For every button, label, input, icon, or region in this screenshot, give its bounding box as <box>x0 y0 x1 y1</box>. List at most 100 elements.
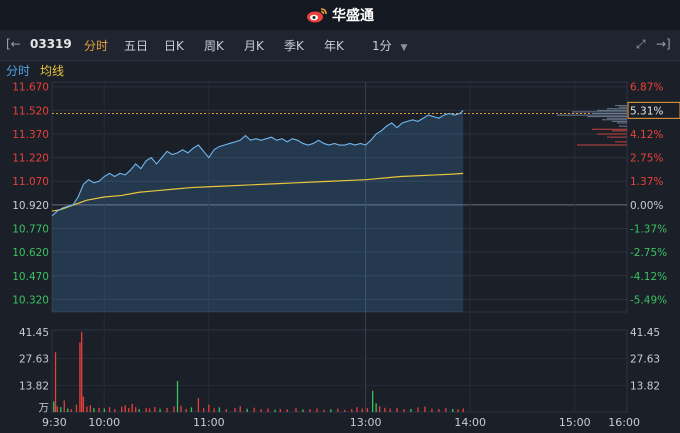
volume-bar <box>56 406 58 412</box>
price-axis-label: 11.220 <box>12 153 49 165</box>
pct-axis-label: 5.31% <box>630 105 663 117</box>
volume-bar <box>53 401 55 412</box>
volume-bar <box>378 406 381 412</box>
volume-bar <box>108 407 111 412</box>
volume-bar <box>424 406 426 412</box>
volume-bar <box>159 408 161 412</box>
volume-bar <box>234 408 236 412</box>
pct-axis-label: 1.37% <box>630 176 663 188</box>
current-pct-box <box>627 101 680 119</box>
pct-axis-label: -1.37% <box>630 224 667 236</box>
volume-bar <box>445 408 447 412</box>
pct-axis-label: 6.87% <box>630 82 663 94</box>
time-axis-label: 14:00 <box>454 416 486 429</box>
volume-bar <box>457 409 459 412</box>
volume-bar <box>98 407 100 412</box>
volume-bar <box>148 408 151 412</box>
indicator-tabs: 分时 均线 <box>0 61 680 79</box>
volume-bar <box>356 407 358 412</box>
volume-bar <box>86 406 88 412</box>
interval-select[interactable]: 1分 ▼ <box>372 37 407 54</box>
app-name: 华盛通 <box>332 8 374 24</box>
volume-bar <box>410 408 412 412</box>
volume-bar <box>82 396 85 412</box>
volume-unit-label: 万 <box>39 402 50 414</box>
price-axis-label: 10.620 <box>12 247 49 259</box>
volume-bar <box>67 408 69 412</box>
pct-axis-label: -4.12% <box>630 271 667 283</box>
tab-timeshare[interactable]: 分时 <box>84 39 109 53</box>
volume-axis-label: 13.82 <box>19 380 49 392</box>
time-axis-label: 9:30 <box>42 416 67 429</box>
pct-axis-label: -5.49% <box>630 294 667 306</box>
price-axis-label: 11.670 <box>12 82 49 94</box>
fullscreen-icon[interactable]: ⤢ <box>636 37 646 51</box>
time-axis-label: 13:00 <box>350 416 382 429</box>
volume-bar <box>180 405 182 412</box>
time-axis-label: 16:00 <box>608 416 640 429</box>
price-axis-label: 11.370 <box>12 129 49 141</box>
weibo-logo-icon <box>307 8 327 23</box>
price-area <box>52 110 464 312</box>
tab-quarterly-k[interactable]: 季K <box>284 39 304 53</box>
volume-axis-label: 13.82 <box>630 380 660 392</box>
volume-bar <box>213 408 215 412</box>
volume-bar <box>89 405 92 412</box>
volume-axis-label: 41.45 <box>630 327 660 339</box>
volume-bar <box>323 409 325 412</box>
volume-bar <box>190 407 193 412</box>
volume-bar <box>286 409 288 412</box>
price-axis-label: 10.920 <box>12 200 49 212</box>
volume-bar <box>246 408 248 412</box>
volume-bar <box>438 409 440 412</box>
volume-bar <box>54 352 57 412</box>
pct-axis-label: 2.75% <box>630 153 663 165</box>
volume-bar <box>79 342 81 412</box>
tab-daily-k[interactable]: 日K <box>164 39 184 53</box>
volume-bar <box>70 409 72 412</box>
tab-five-day[interactable]: 五日 <box>124 39 149 53</box>
chevron-down-icon: ▼ <box>400 43 408 53</box>
tab-average-line[interactable]: 均线 <box>40 64 65 78</box>
volume-bar <box>135 407 137 412</box>
collapse-left-icon[interactable]: [← <box>6 37 21 51</box>
volume-axis-label: 27.63 <box>630 354 660 366</box>
volume-bar <box>253 407 255 412</box>
tab-monthly-k[interactable]: 月K <box>244 39 264 53</box>
volume-bar <box>185 408 187 412</box>
average-price-line <box>51 172 464 212</box>
tab-yearly-k[interactable]: 年K <box>324 39 344 53</box>
volume-bar <box>202 408 205 412</box>
volume-bar <box>114 409 116 412</box>
pct-axis-label: 4.12% <box>630 129 663 141</box>
volume-bar <box>154 406 156 412</box>
volume-bar <box>124 405 126 412</box>
volume-bar <box>166 407 168 412</box>
expand-right-icon[interactable]: →] <box>656 37 671 51</box>
volume-axis-label: 27.63 <box>19 354 49 366</box>
stock-code: 03319 <box>30 37 72 51</box>
volume-bar <box>302 409 304 412</box>
tab-time-line[interactable]: 分时 <box>6 64 31 78</box>
tab-weekly-k[interactable]: 周K <box>204 39 224 53</box>
price-axis-label: 10.320 <box>12 294 49 306</box>
price-panel-frame <box>51 81 628 313</box>
volume-bar <box>81 332 83 412</box>
time-axis-label: 10:00 <box>88 416 120 429</box>
volume-bar <box>176 381 179 412</box>
volume-bar <box>131 403 133 412</box>
volume-bar <box>452 408 454 412</box>
volume-bar <box>138 409 140 412</box>
volume-bar <box>462 408 464 412</box>
volume-bar <box>93 408 95 412</box>
volume-bar <box>103 408 105 412</box>
volume-bar <box>295 408 297 412</box>
volume-bar <box>361 408 363 412</box>
title-bar: 华盛通 <box>0 0 680 30</box>
volume-bar <box>309 409 311 412</box>
volume-bar <box>389 408 391 412</box>
volume-panel-frame <box>51 329 628 413</box>
volume-bar <box>316 408 318 412</box>
volume-bar <box>366 408 369 412</box>
